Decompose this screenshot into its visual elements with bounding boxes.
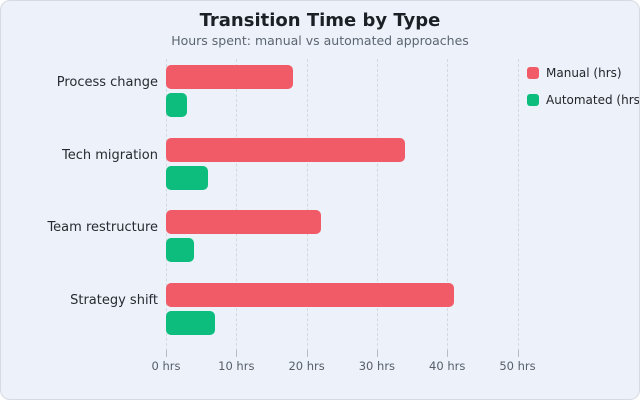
x-axis-tick-label-30: 30 hrs: [358, 359, 396, 373]
x-axis-tick-label-20: 20 hrs: [288, 359, 325, 373]
category-label-strategy-shift: Strategy shift: [70, 293, 158, 309]
manual-series-swatch: [527, 67, 539, 79]
x-axis-tick-10: [236, 350, 238, 357]
legend: Manual (hrs) Automated (hrs): [527, 66, 640, 107]
category-label-tech-migration: Tech migration: [62, 147, 158, 163]
chart-title: Transition Time by Type: [199, 10, 441, 31]
x-axis-tick-label-40: 40 hrs: [429, 359, 466, 373]
bar-automated-process-change: [166, 93, 188, 117]
legend-item-manual: Manual (hrs): [527, 66, 639, 80]
bar-automated-tech-migration: [166, 165, 209, 190]
automated-series-swatch: [527, 94, 539, 106]
x-axis-tick-20: [306, 350, 308, 357]
bar-manual-team-restructure: [166, 210, 321, 235]
x-axis-tick-0: [166, 350, 167, 357]
x-axis-tick-30: [376, 350, 378, 357]
legend-label-manual: Manual (hrs): [546, 66, 622, 80]
x-axis-tick-label-10: 10 hrs: [218, 359, 255, 373]
gridline-0: [166, 59, 167, 356]
gridline-50: [517, 59, 519, 356]
category-label-team-restructure: Team restructure: [47, 220, 158, 236]
bar-automated-team-restructure: [166, 238, 195, 263]
x-axis-tick-label-0: 0 hrs: [151, 359, 181, 373]
category-label-process-change: Process change: [56, 75, 158, 90]
legend-item-automated: Automated (hrs): [527, 93, 640, 107]
legend-label-automated: Automated (hrs): [546, 93, 640, 107]
gridline-20: [306, 59, 308, 356]
bar-manual-strategy-shift: [166, 283, 455, 308]
bar-automated-strategy-shift: [166, 311, 216, 336]
gridline-30: [376, 59, 378, 356]
chart-subtitle: Hours spent: manual vs automated approac…: [171, 33, 469, 48]
bar-manual-process-change: [166, 65, 293, 89]
gridline-40: [447, 59, 449, 356]
gridline-10: [236, 59, 238, 356]
x-axis-tick-label-50: 50 hrs: [499, 359, 536, 373]
x-axis-tick-50: [517, 350, 519, 357]
bar-manual-tech-migration: [166, 137, 406, 162]
x-axis-tick-40: [447, 350, 449, 357]
